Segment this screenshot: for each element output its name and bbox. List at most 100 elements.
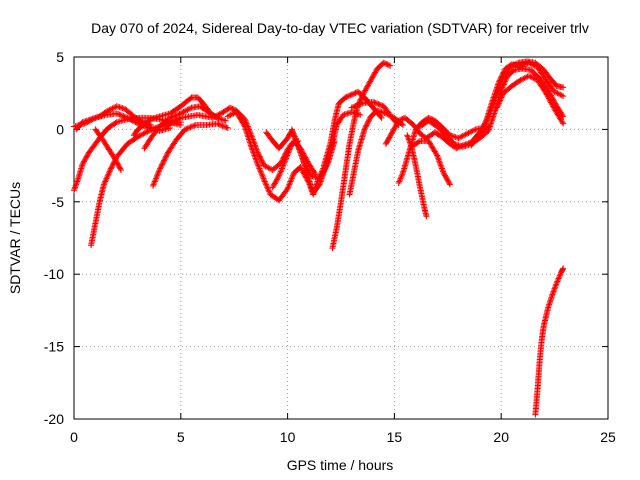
data-point-marker: [481, 122, 488, 129]
series-arc-15: [329, 59, 394, 252]
data-point-marker: [172, 112, 179, 119]
data-point-marker: [442, 173, 449, 180]
data-point-marker: [362, 125, 369, 132]
data-point-marker: [262, 163, 269, 170]
data-point-marker: [285, 184, 292, 191]
data-point-marker: [116, 164, 123, 171]
data-point-marker: [249, 148, 256, 155]
data-point-marker: [464, 130, 471, 137]
x-tick-label: 5: [177, 429, 185, 445]
data-point-marker: [145, 127, 152, 134]
data-point-marker: [344, 93, 351, 100]
data-point-marker: [106, 169, 113, 176]
data-point-marker: [384, 138, 391, 145]
data-point-marker: [180, 109, 187, 116]
data-point-marker: [186, 124, 193, 131]
series-arc-21: [408, 137, 453, 188]
data-point-marker: [546, 96, 553, 103]
data-point-marker: [387, 131, 394, 138]
data-point-marker: [227, 111, 234, 118]
data-point-marker: [254, 159, 261, 166]
data-point-marker: [295, 142, 302, 149]
data-point-marker: [170, 118, 177, 125]
data-point-marker: [461, 132, 468, 139]
data-point-marker: [265, 187, 272, 194]
data-point-marker: [250, 149, 257, 156]
data-point-marker: [554, 90, 561, 97]
data-point-marker: [493, 104, 500, 111]
data-point-marker: [216, 121, 223, 128]
data-point-marker: [527, 73, 534, 80]
data-point-marker: [171, 113, 178, 120]
data-point-marker: [273, 177, 280, 184]
chart-title: Day 070 of 2024, Sidereal Day-to-day VTE…: [91, 20, 589, 36]
y-tick-label: 5: [56, 49, 64, 65]
data-point-marker: [151, 178, 158, 185]
data-point-marker: [315, 182, 322, 189]
data-point-marker: [395, 179, 402, 186]
data-point-marker: [552, 284, 559, 291]
data-point-marker: [121, 113, 128, 120]
data-point-marker: [71, 185, 78, 192]
data-point-marker: [495, 87, 502, 94]
data-point-marker: [556, 274, 563, 281]
data-point-marker: [393, 121, 400, 128]
data-point-marker: [543, 90, 550, 97]
data-point-marker: [168, 114, 175, 121]
data-point-marker: [544, 92, 551, 99]
data-point-marker: [124, 114, 131, 121]
data-point-marker: [166, 120, 173, 127]
data-point-marker: [151, 179, 158, 186]
data-point-marker: [444, 176, 451, 183]
data-point-marker: [117, 112, 124, 119]
data-point-marker: [152, 177, 159, 184]
data-point-marker: [113, 110, 120, 117]
data-point-marker: [511, 61, 518, 68]
data-point-marker: [496, 98, 503, 105]
data-point-marker: [499, 75, 506, 82]
data-point-marker: [109, 161, 116, 168]
data-point-marker: [496, 84, 503, 91]
data-point-marker: [167, 114, 174, 121]
data-point-marker: [263, 182, 270, 189]
data-point-marker: [188, 123, 195, 130]
data-point-marker: [398, 172, 405, 179]
data-point-marker: [290, 130, 297, 137]
data-marks: [71, 58, 567, 418]
data-point-marker: [468, 128, 475, 135]
data-point-marker: [241, 122, 248, 129]
data-point-marker: [550, 104, 557, 111]
data-point-marker: [438, 165, 445, 172]
data-point-marker: [80, 158, 87, 165]
data-point-marker: [285, 182, 292, 189]
data-point-marker: [559, 119, 566, 126]
data-point-marker: [248, 143, 255, 150]
data-point-marker: [123, 114, 130, 121]
data-point-marker: [71, 187, 77, 194]
data-point-marker: [498, 94, 505, 101]
data-point-marker: [250, 151, 257, 158]
data-point-marker: [362, 86, 369, 93]
data-point-marker: [555, 275, 562, 282]
data-point-marker: [131, 118, 138, 125]
data-point-marker: [287, 178, 294, 185]
data-point-marker: [435, 155, 442, 162]
data-point-marker: [127, 116, 134, 123]
data-point-marker: [456, 134, 463, 141]
data-point-marker: [497, 97, 504, 104]
data-point-marker: [100, 181, 107, 188]
data-point-marker: [262, 179, 269, 186]
data-point-marker: [525, 72, 532, 79]
data-point-marker: [436, 159, 443, 166]
data-point-marker: [273, 176, 280, 183]
data-point-marker: [499, 77, 506, 84]
data-point-marker: [283, 153, 290, 160]
data-point-marker: [551, 88, 558, 95]
data-point-marker: [290, 140, 297, 147]
data-point-marker: [382, 60, 389, 67]
data-point-marker: [222, 117, 229, 124]
data-point-marker: [490, 100, 497, 107]
data-point-marker: [219, 122, 226, 129]
data-point-marker: [263, 181, 270, 188]
data-point-marker: [226, 104, 233, 111]
